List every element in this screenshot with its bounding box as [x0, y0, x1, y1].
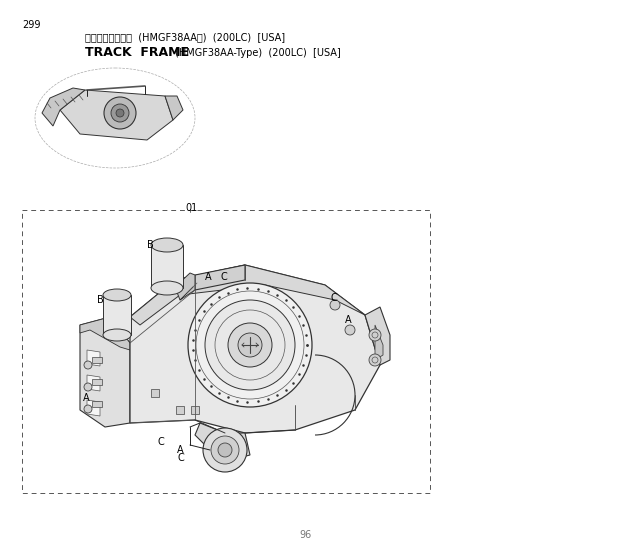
Text: 96: 96	[299, 530, 311, 540]
Bar	[92, 401, 102, 407]
Text: C: C	[177, 453, 184, 463]
Polygon shape	[42, 88, 85, 126]
Polygon shape	[165, 96, 183, 120]
Text: A: A	[205, 272, 211, 282]
Ellipse shape	[151, 281, 183, 295]
Circle shape	[188, 283, 312, 407]
Text: 299: 299	[22, 20, 40, 30]
Polygon shape	[130, 265, 380, 433]
Polygon shape	[103, 295, 131, 335]
Bar	[92, 379, 102, 385]
Text: (HMGF38AA-Type)  (200LC)  [USA]: (HMGF38AA-Type) (200LC) [USA]	[175, 48, 341, 58]
Bar	[191, 406, 199, 414]
Polygon shape	[151, 245, 183, 288]
Polygon shape	[87, 350, 100, 366]
Circle shape	[211, 436, 239, 464]
Polygon shape	[175, 273, 195, 300]
Circle shape	[330, 300, 340, 310]
Polygon shape	[87, 375, 100, 391]
Circle shape	[84, 383, 92, 391]
Ellipse shape	[103, 289, 131, 301]
Text: TRACK  FRAME: TRACK FRAME	[85, 46, 189, 59]
Bar	[151, 389, 159, 397]
Text: A: A	[83, 393, 90, 403]
Bar	[92, 357, 102, 363]
Polygon shape	[130, 265, 365, 325]
Text: C: C	[330, 293, 337, 303]
Circle shape	[84, 361, 92, 369]
Circle shape	[111, 104, 129, 122]
Circle shape	[205, 300, 295, 390]
Circle shape	[84, 405, 92, 413]
Circle shape	[345, 325, 355, 335]
Circle shape	[228, 323, 272, 367]
Text: A: A	[345, 315, 352, 325]
Polygon shape	[195, 265, 245, 290]
Text: B: B	[147, 240, 154, 250]
Circle shape	[203, 428, 247, 472]
Text: C: C	[220, 272, 227, 282]
Polygon shape	[375, 325, 383, 360]
Text: トラックフレーム  (HMGF38AA型)  (200LC)  [USA]: トラックフレーム (HMGF38AA型) (200LC) [USA]	[85, 32, 285, 42]
Circle shape	[369, 354, 381, 366]
Circle shape	[116, 109, 124, 117]
Polygon shape	[87, 400, 100, 416]
Circle shape	[104, 97, 136, 129]
Polygon shape	[365, 307, 390, 365]
Text: A: A	[177, 445, 184, 455]
Circle shape	[238, 333, 262, 357]
Polygon shape	[60, 90, 173, 140]
Ellipse shape	[103, 329, 131, 341]
Polygon shape	[195, 423, 250, 460]
Ellipse shape	[151, 238, 183, 252]
Bar	[22, 210, 430, 493]
Circle shape	[369, 329, 381, 341]
Text: 01: 01	[185, 203, 197, 213]
Text: C: C	[157, 437, 164, 447]
Text: B: B	[97, 295, 104, 305]
Circle shape	[218, 443, 232, 457]
Bar	[176, 406, 184, 414]
Polygon shape	[80, 317, 130, 350]
Polygon shape	[80, 317, 130, 427]
